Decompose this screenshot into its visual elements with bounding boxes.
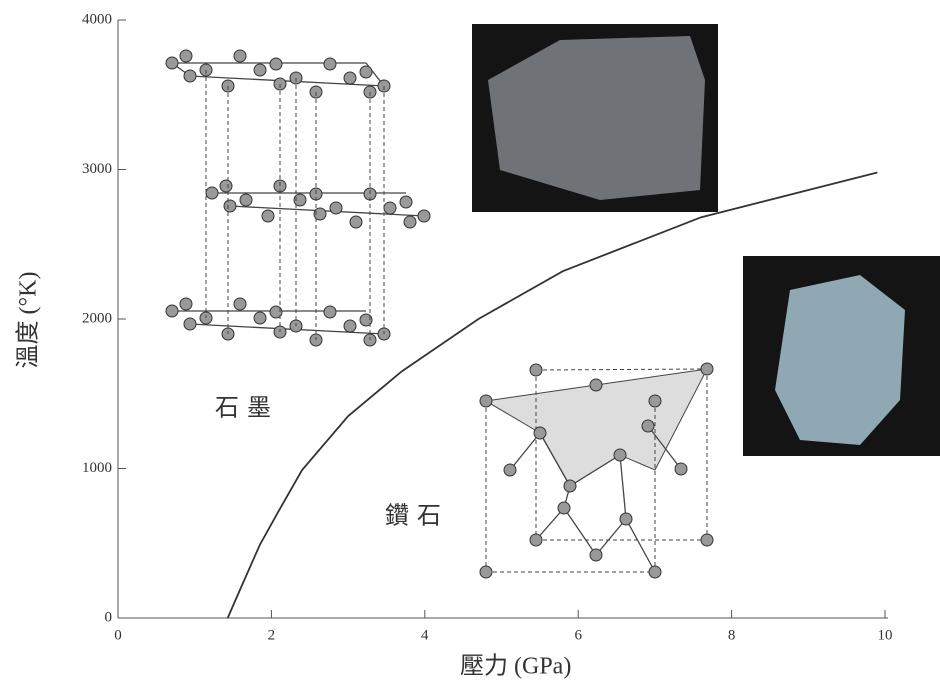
annotation: 石墨 (215, 396, 279, 422)
x-tick-label: 6 (574, 627, 582, 643)
diamond-illustration (479, 362, 714, 579)
y-tick-label: 1000 (82, 460, 112, 476)
x-tick-label: 8 (728, 627, 736, 643)
x-tick-label: 10 (878, 627, 893, 643)
x-tick-label: 2 (268, 627, 276, 643)
y-tick-label: 0 (105, 609, 113, 625)
y-axis-title: 溫度 (°K) (15, 272, 42, 369)
graphite-rock (488, 36, 705, 200)
graphite-illustration (165, 49, 431, 347)
x-axis-title: 壓力 (GPa) (460, 653, 571, 680)
phase-boundary (226, 171, 878, 619)
diamond-stone (775, 275, 905, 445)
y-tick-label: 2000 (82, 310, 112, 326)
annotation: 鑽石 (385, 503, 449, 530)
x-tick-label: 4 (421, 627, 429, 643)
y-tick-label: 3000 (82, 161, 112, 177)
x-tick-label: 0 (114, 627, 122, 643)
y-tick-label: 4000 (82, 11, 112, 27)
